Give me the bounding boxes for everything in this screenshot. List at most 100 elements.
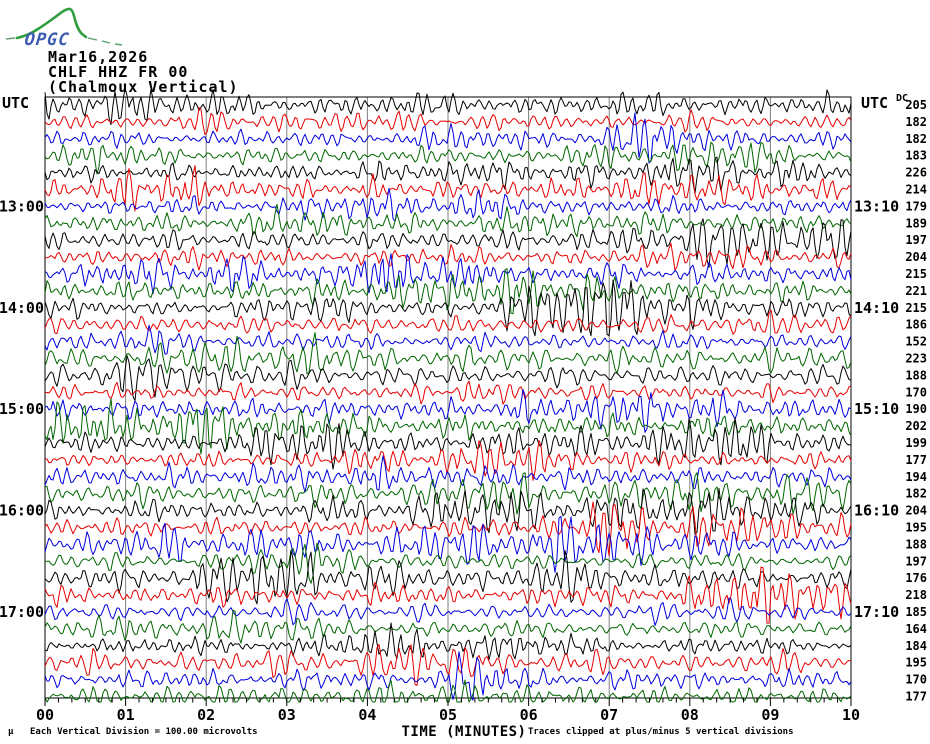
seismic-trace-row	[44, 309, 852, 335]
seismic-trace-row	[44, 107, 852, 136]
dc-value: 214	[905, 183, 927, 197]
right-hour-label: 13:10	[854, 197, 899, 215]
right-hour-label: 16:10	[854, 502, 899, 520]
header-station: CHLF HHZ FR 00	[48, 63, 188, 81]
left-hour-label: 17:00	[0, 603, 44, 621]
left-hour-label: 13:00	[0, 197, 44, 215]
dc-value: 204	[905, 250, 927, 264]
x-tick-label: 01	[117, 706, 135, 724]
x-tick-label: 03	[278, 706, 296, 724]
dc-value: 164	[905, 622, 927, 636]
dc-value: 152	[905, 335, 927, 349]
seismic-trace-row	[44, 501, 852, 556]
x-tick-label: 06	[520, 706, 538, 724]
dc-value: 223	[905, 352, 927, 366]
dc-value: 218	[905, 588, 927, 602]
x-axis-ticks	[44, 698, 852, 706]
dc-value: 176	[905, 571, 927, 585]
x-tick-label: 04	[358, 706, 376, 724]
right-time-labels: 13:10 14:10 15:10 16:10 17:10	[854, 197, 899, 621]
right-hour-label: 15:10	[854, 400, 899, 418]
dc-value: 177	[905, 453, 927, 467]
dc-value: 177	[905, 690, 927, 704]
seismic-trace-row	[44, 398, 852, 455]
dc-value: 185	[905, 605, 927, 619]
dc-value: 199	[905, 436, 927, 450]
footer-scale-glyph: μ	[8, 727, 14, 737]
seismic-trace-row	[44, 651, 852, 701]
seismic-trace-row	[44, 218, 852, 268]
seismic-trace-row	[44, 156, 852, 194]
dc-value: 170	[905, 385, 927, 399]
seismic-trace-row	[44, 643, 852, 686]
seismic-trace-row	[44, 332, 852, 375]
x-tick-label: 05	[439, 706, 457, 724]
right-hour-label: 17:10	[854, 603, 899, 621]
seismic-trace-row	[44, 380, 852, 405]
dc-value: 182	[905, 132, 927, 146]
dc-value: 194	[905, 470, 927, 484]
seismic-trace-row	[44, 549, 852, 605]
logo-mountain-curve	[15, 7, 88, 40]
dc-value: 202	[905, 419, 927, 433]
x-tick-label: 08	[681, 706, 699, 724]
seismic-trace-row	[44, 203, 852, 238]
x-axis-tick-labels: 00 01 02 03 04 05 06 07 08 09 10	[36, 706, 860, 724]
opgc-logo-text: OPGC	[24, 30, 71, 50]
seismic-trace-row	[44, 187, 852, 222]
footer-clip-note: Traces clipped at plus/minus 5 vertical …	[528, 726, 794, 737]
seismic-trace-row	[44, 566, 852, 624]
dc-value: 215	[905, 301, 927, 315]
x-tick-label: 02	[197, 706, 215, 724]
logo-dash-right	[87, 37, 123, 46]
dc-value: 183	[905, 149, 927, 163]
seismic-trace-row	[44, 597, 852, 626]
footer-scale-note: Each Vertical Division = 100.00 microvol…	[30, 726, 258, 737]
dc-value: 226	[905, 166, 927, 180]
x-axis-title: TIME (MINUTES)	[401, 724, 526, 740]
dc-value: 204	[905, 504, 927, 518]
dc-value: 188	[905, 368, 927, 382]
dc-value: 182	[905, 115, 927, 129]
dc-value: 221	[905, 284, 927, 298]
dc-value: 186	[905, 318, 927, 332]
x-tick-label: 00	[36, 706, 54, 724]
dc-value: 205	[905, 98, 927, 112]
seismic-trace-row	[44, 487, 852, 535]
seismic-trace-row	[44, 542, 852, 584]
dc-value: 189	[905, 216, 927, 230]
seismic-trace-row	[44, 279, 852, 337]
dc-value: 188	[905, 537, 927, 551]
left-hour-label: 16:00	[0, 502, 44, 520]
dc-value: 195	[905, 656, 927, 670]
x-tick-label: 07	[600, 706, 618, 724]
seismic-trace-row	[44, 440, 852, 481]
seismic-trace-row	[44, 165, 852, 212]
dc-column-label: DC	[896, 93, 908, 104]
seismic-trace-row	[44, 355, 852, 402]
dc-value: 197	[905, 233, 927, 247]
seismic-trace-row	[44, 141, 852, 175]
seismic-trace-row	[45, 472, 852, 515]
seismic-trace-row	[44, 622, 852, 661]
right-hour-label: 14:10	[854, 299, 899, 317]
left-hour-label: 14:00	[0, 299, 44, 317]
seismic-trace-row	[44, 253, 852, 295]
seismic-trace-row	[44, 417, 852, 470]
seismic-trace-row	[44, 87, 852, 126]
seismic-trace-row	[44, 455, 852, 493]
dc-value: 190	[905, 402, 927, 416]
dc-value: 182	[905, 487, 927, 501]
dc-value: 170	[905, 673, 927, 687]
dc-value: 197	[905, 554, 927, 568]
dc-value: 179	[905, 199, 927, 213]
header-date: Mar16,2026	[48, 48, 148, 66]
dc-value: 195	[905, 521, 927, 535]
left-hour-label: 15:00	[0, 400, 44, 418]
dc-value: 215	[905, 267, 927, 281]
utc-label-left: UTC	[2, 94, 29, 112]
opgc-logo: OPGC	[5, 7, 123, 50]
seismic-trace-row	[44, 609, 852, 644]
